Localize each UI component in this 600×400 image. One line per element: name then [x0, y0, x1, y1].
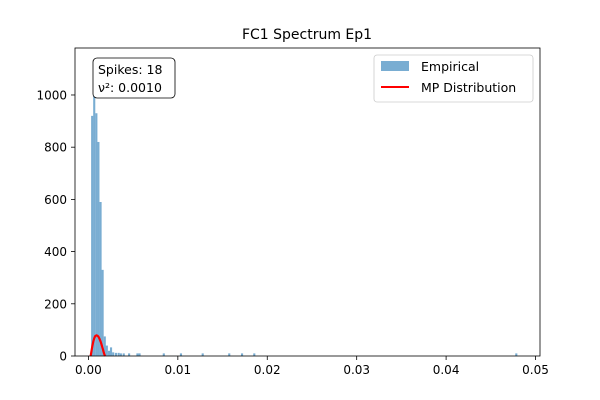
- x-tick-label: 0.00: [75, 363, 102, 377]
- legend-label-empirical: Empirical: [421, 59, 479, 74]
- histogram-bar: [201, 353, 204, 356]
- histogram-bar: [93, 94, 96, 356]
- histogram-bar: [240, 353, 244, 356]
- histogram-bar: [136, 353, 139, 356]
- y-tick-label: 800: [44, 141, 67, 155]
- histogram-bar: [97, 141, 100, 356]
- mp-distribution-line: [89, 334, 107, 357]
- stats-annotation: Spikes: 18 ν²: 0.0010: [92, 57, 176, 99]
- annotation-spikes: Spikes: 18: [98, 62, 162, 77]
- x-tick-label: 0.02: [254, 363, 281, 377]
- y-tick-label: 1000: [36, 88, 67, 102]
- histogram-bar: [114, 352, 118, 356]
- histogram-bar: [99, 202, 102, 356]
- y-axis: 0 200 400 600 800 1000: [36, 88, 75, 364]
- x-tick-label: 0.04: [433, 363, 460, 377]
- histogram-bar: [515, 353, 518, 356]
- histogram-bar: [105, 345, 108, 356]
- x-tick-label: 0.05: [522, 363, 549, 377]
- histogram-bar: [228, 353, 231, 356]
- y-tick-label: 400: [44, 245, 67, 259]
- histogram-bar: [253, 353, 256, 356]
- legend-swatch-empirical: [381, 61, 409, 71]
- histogram-bar: [103, 336, 106, 356]
- x-axis: 0.00 0.01 0.02 0.03 0.04 0.05: [75, 356, 549, 377]
- histogram-bar: [101, 269, 104, 356]
- histogram-bar: [179, 353, 183, 356]
- chart-title: FC1 Spectrum Ep1: [242, 27, 372, 43]
- histogram-bar: [95, 113, 98, 356]
- y-tick-label: 600: [44, 193, 67, 207]
- legend-label-mp: MP Distribution: [421, 80, 516, 95]
- legend-box: [373, 54, 534, 103]
- mp-distribution-line-group: [89, 334, 107, 357]
- histogram-bar: [107, 350, 111, 356]
- histogram-bars: [91, 94, 518, 356]
- plot-frame: [74, 47, 541, 357]
- y-tick-label: 200: [44, 297, 67, 311]
- histogram-bar: [119, 353, 122, 356]
- histogram-bar: [122, 353, 125, 356]
- legend: Empirical MP Distribution: [373, 54, 534, 103]
- histogram-bar: [138, 353, 141, 356]
- x-tick-label: 0.01: [164, 363, 191, 377]
- histogram-bar: [91, 115, 94, 356]
- x-tick-label: 0.03: [343, 363, 370, 377]
- histogram-bar: [128, 353, 131, 356]
- histogram-bar: [112, 352, 115, 356]
- annotation-nu-squared: ν²: 0.0010: [98, 80, 162, 95]
- y-tick-label: 0: [59, 350, 67, 364]
- histogram-bar: [117, 352, 120, 356]
- histogram-bar: [162, 353, 165, 356]
- stats-annotation-box: [92, 57, 176, 99]
- histogram-bar: [109, 347, 113, 356]
